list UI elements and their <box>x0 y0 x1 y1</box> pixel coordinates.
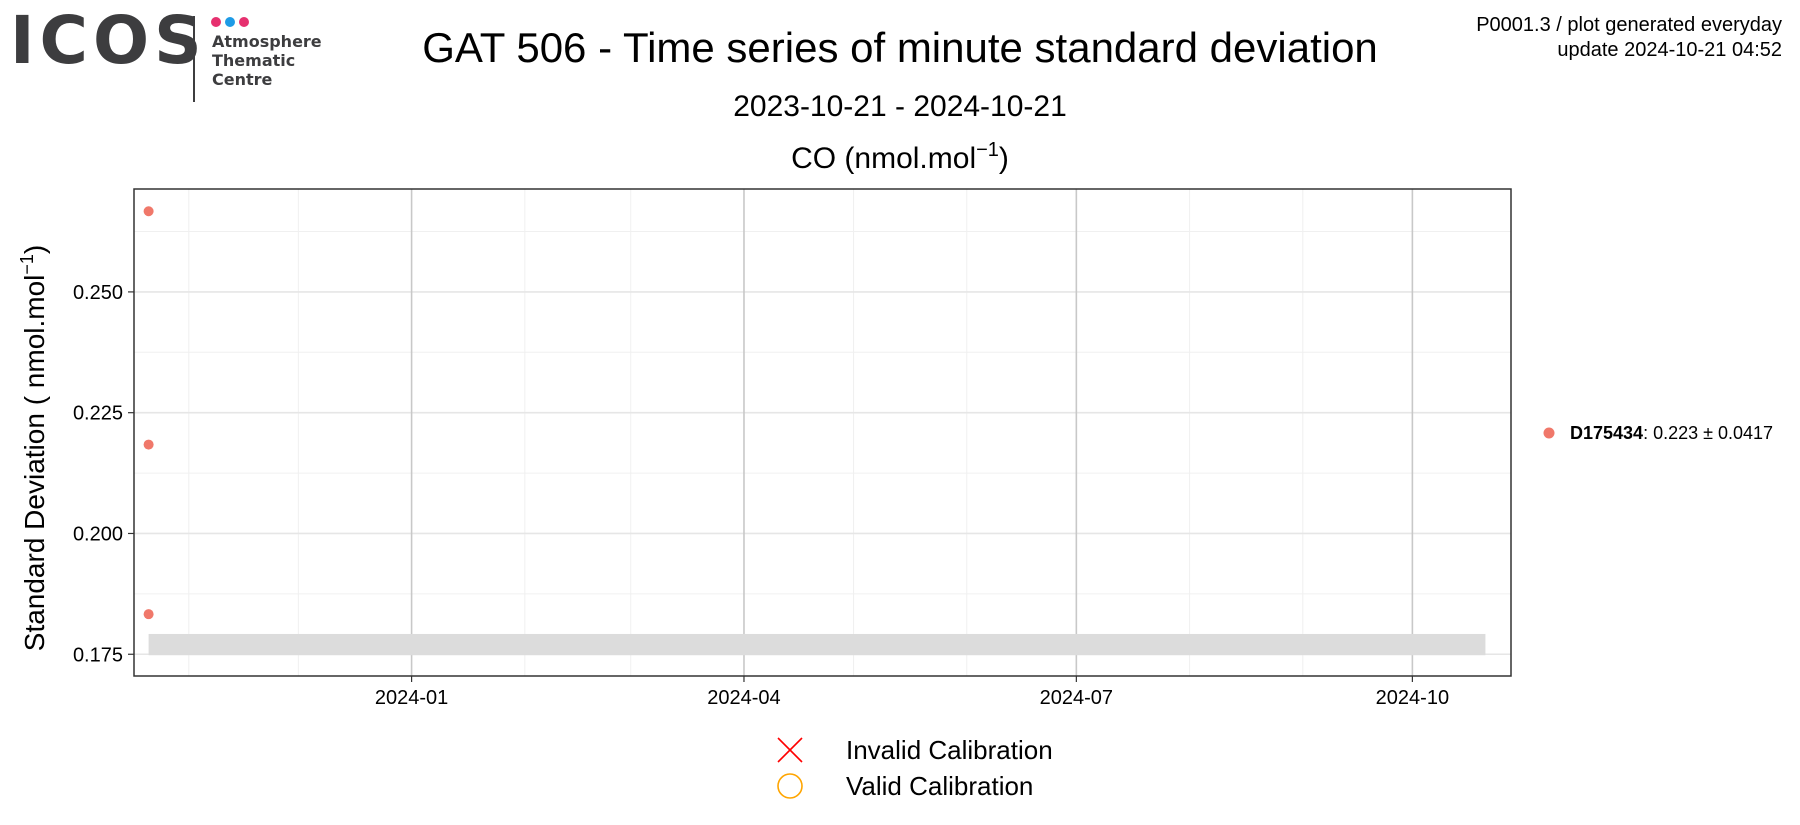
logo-text: Atmosphere Thematic Centre <box>212 32 322 89</box>
chart-title-end: ) <box>999 142 1009 175</box>
plot-border <box>133 188 1512 677</box>
logo-dots-icon <box>211 17 249 27</box>
page-title: GAT 506 - Time series of minute standard… <box>422 24 1378 71</box>
x-tick-label: 2024-07 <box>1040 687 1113 709</box>
icos-logo-wordmark: ICOS <box>10 2 207 79</box>
chart-title-superscript: −1 <box>976 139 999 161</box>
y-tick-label: 0.200 <box>73 523 123 545</box>
logo-dot <box>225 17 235 27</box>
plot-meta-info: P0001.3 / plot generated everyday update… <box>1476 13 1782 63</box>
y-tick-label: 0.225 <box>73 403 123 425</box>
plot-panel: 0.175 0.200 0.225 0.250 2024-01 2024-04 2024-0… <box>73 188 1512 709</box>
y-tick-label: 0.175 <box>73 644 123 666</box>
legend-valid-calibration: Valid Calibration <box>846 771 1033 801</box>
meta-line-generated: P0001.3 / plot generated everyday <box>1476 14 1782 36</box>
y-axis-label: Standard Deviation ( nmol.mol−1) <box>17 245 50 651</box>
legend-marker-d175434 <box>1543 427 1555 439</box>
y-axis-label-main: Standard Deviation ( nmol.mol <box>19 275 50 652</box>
legend-entry-d175434: D175434: 0.223 ± 0.0417 <box>1570 423 1773 443</box>
date-range-subtitle: 2023-10-21 - 2024-10-21 <box>733 90 1067 123</box>
y-tick-label: 0.250 <box>73 282 123 304</box>
logo-line-2: Thematic <box>212 51 296 70</box>
y-axis-label-end: ) <box>19 245 50 254</box>
chart-title-main: CO (nmol.mol <box>791 142 976 175</box>
legend-series-name: D175434 <box>1570 423 1643 443</box>
x-tick-label: 2024-01 <box>375 687 448 709</box>
logo-line-1: Atmosphere <box>212 32 322 51</box>
legend-invalid-calibration: Invalid Calibration <box>846 735 1053 765</box>
legend-series-stats: : 0.223 ± 0.0417 <box>1643 423 1773 443</box>
chart-title: CO (nmol.mol−1) <box>791 139 1009 175</box>
circle-icon <box>777 773 803 799</box>
meta-line-update: update 2024-10-21 04:52 <box>1557 39 1782 61</box>
logo-dot <box>211 17 221 27</box>
y-axis-label-superscript: −1 <box>17 254 37 275</box>
calibration-legend: Invalid Calibration Valid Calibration <box>777 735 1053 801</box>
plot-background <box>134 189 1511 676</box>
data-point <box>143 609 154 620</box>
data-point <box>143 206 154 217</box>
series-legend: D175434: 0.223 ± 0.0417 <box>1543 423 1773 443</box>
logo-line-3: Centre <box>212 70 273 89</box>
reference-band <box>148 633 1486 656</box>
x-icon <box>777 737 803 763</box>
x-tick-label: 2024-04 <box>707 687 780 709</box>
logo-dot <box>239 17 249 27</box>
x-tick-label: 2024-10 <box>1376 687 1449 709</box>
logo-divider <box>193 16 195 102</box>
data-point <box>143 439 154 450</box>
